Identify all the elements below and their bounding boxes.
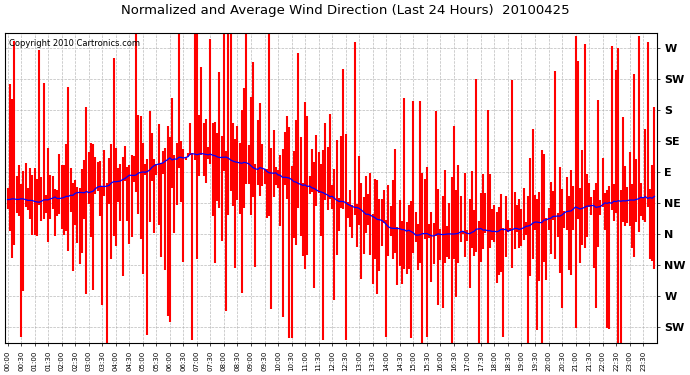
Text: Copyright 2010 Cartronics.com: Copyright 2010 Cartronics.com <box>8 39 139 48</box>
Text: Normalized and Average Wind Direction (Last 24 Hours)  20100425: Normalized and Average Wind Direction (L… <box>121 4 569 17</box>
